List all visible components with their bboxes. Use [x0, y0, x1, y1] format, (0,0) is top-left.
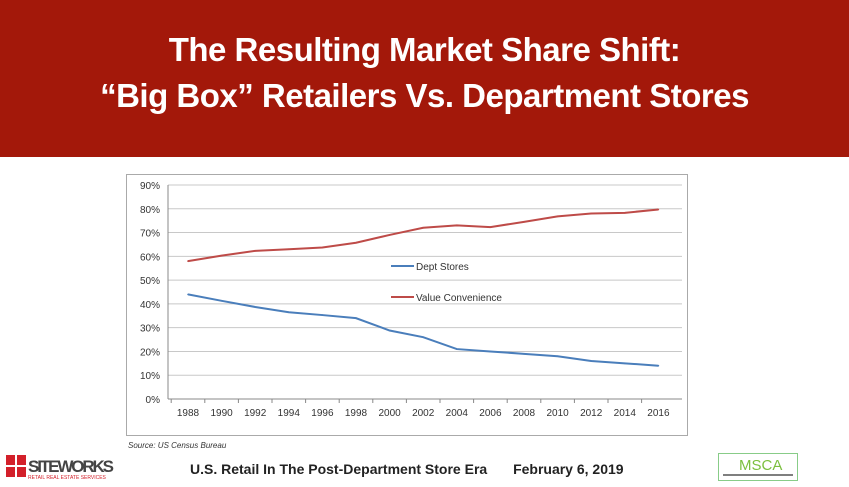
y-tick-label: 70%: [140, 229, 160, 240]
data-point: [523, 221, 525, 223]
x-tick-label: 2010: [546, 408, 569, 419]
source-note: Source: US Census Bureau: [128, 441, 227, 450]
data-point: [556, 355, 559, 358]
data-point: [624, 362, 626, 365]
x-tick-label: 2002: [412, 408, 435, 419]
title-line-1: The Resulting Market Share Shift:: [168, 31, 681, 68]
data-point: [590, 212, 592, 215]
data-point: [590, 360, 592, 362]
svg-text:SITEWORKS: SITEWORKS: [28, 457, 114, 476]
footer: U.S. Retail In The Post-Department Store…: [190, 461, 646, 477]
data-point: [456, 348, 458, 350]
x-tick-label: 1996: [311, 408, 334, 419]
y-tick-label: 60%: [140, 252, 160, 263]
data-point: [657, 208, 660, 211]
data-point: [254, 306, 256, 308]
data-point: [422, 227, 425, 229]
footer-title: U.S. Retail In The Post-Department Store…: [190, 461, 488, 477]
x-tick-label: 1994: [278, 408, 301, 419]
data-point: [355, 241, 357, 244]
x-tick-label: 1992: [244, 408, 267, 419]
data-point: [254, 250, 256, 252]
x-tick-label: 2006: [479, 408, 502, 419]
data-point: [220, 299, 223, 302]
data-point: [321, 246, 324, 249]
series-line-0: [187, 293, 659, 367]
legend-label: Value Convenience: [416, 293, 502, 304]
y-tick-label: 80%: [140, 205, 160, 216]
data-point: [288, 311, 290, 314]
x-tick-label: 2016: [647, 408, 670, 419]
legend-label: Dept Stores: [416, 262, 469, 273]
data-point: [456, 224, 458, 227]
x-tick-label: 2014: [614, 408, 637, 419]
x-tick-label: 1998: [345, 408, 368, 419]
y-tick-label: 90%: [140, 181, 160, 192]
y-tick-label: 10%: [140, 371, 160, 382]
y-tick-label: 50%: [140, 276, 160, 287]
data-point: [288, 248, 290, 250]
series-line-1: [187, 208, 659, 263]
y-tick-label: 40%: [140, 300, 160, 311]
y-tick-label: 20%: [140, 347, 160, 358]
x-tick-label: 2008: [513, 408, 536, 419]
data-point: [657, 364, 660, 367]
data-point: [422, 336, 425, 338]
data-point: [220, 254, 223, 257]
svg-text:MSCA: MSCA: [739, 457, 782, 474]
x-tick-label: 1990: [210, 408, 233, 419]
svg-text:RETAIL REAL ESTATE SERVICES: RETAIL REAL ESTATE SERVICES: [28, 475, 107, 481]
siteworks-logo: SITEWORKS RETAIL REAL ESTATE SERVICES: [6, 453, 116, 486]
x-tick-label: 2000: [378, 408, 401, 419]
y-tick-label: 0%: [146, 395, 161, 406]
data-point: [187, 260, 189, 262]
data-point: [355, 317, 357, 319]
title-line-2: “Big Box” Retailers Vs. Department Store…: [100, 77, 749, 114]
x-tick-label: 1988: [177, 408, 200, 419]
chart-frame: [126, 174, 688, 436]
x-tick-label: 2012: [580, 408, 603, 419]
data-point: [556, 215, 559, 218]
y-tick-label: 30%: [140, 324, 160, 335]
data-point: [624, 212, 626, 214]
data-point: [388, 329, 391, 332]
footer-date: February 6, 2019: [513, 461, 624, 477]
data-point: [388, 234, 391, 236]
data-point: [321, 314, 324, 316]
x-tick-label: 2004: [446, 408, 469, 419]
data-point: [523, 353, 525, 355]
data-point: [489, 226, 492, 228]
msca-logo: MSCA: [718, 453, 798, 481]
data-point: [187, 293, 189, 296]
data-point: [489, 350, 492, 353]
slide-title: The Resulting Market Share Shift: “Big B…: [0, 0, 849, 157]
